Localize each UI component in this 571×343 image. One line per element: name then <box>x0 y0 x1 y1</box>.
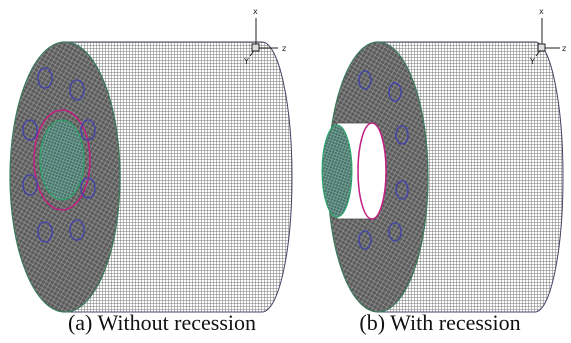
axis-z-label: z <box>562 44 566 53</box>
axis-x-label: x <box>539 7 544 16</box>
caption: (b) With recession <box>359 310 520 335</box>
recess-core <box>322 125 352 217</box>
panel-b: x z Y (b) With recession <box>322 7 566 335</box>
page: x z Y (a) Without recession x z Y (b) Wi… <box>0 0 571 343</box>
axis-triad <box>536 18 560 56</box>
panel-a: x z Y (a) Without recession <box>10 7 292 335</box>
axis-y-label: Y <box>243 57 249 66</box>
axis-z-label: z <box>282 44 286 53</box>
figure: x z Y (a) Without recession x z Y (b) Wi… <box>0 0 571 343</box>
axis-x-label: x <box>253 7 258 16</box>
axis-y-label: Y <box>529 57 535 66</box>
core <box>40 120 84 200</box>
caption: (a) Without recession <box>68 310 256 335</box>
